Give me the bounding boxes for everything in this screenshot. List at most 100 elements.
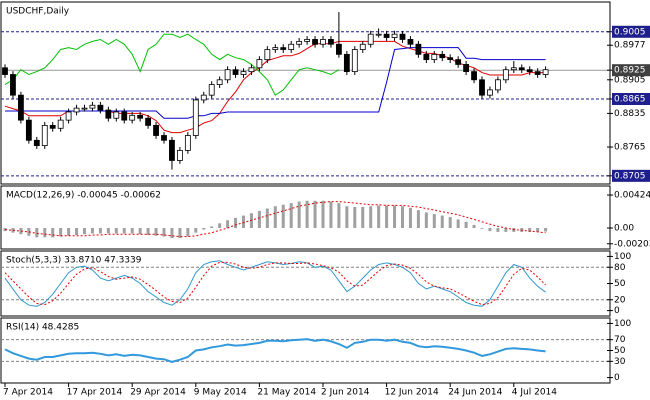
histogram-bar: [202, 228, 206, 230]
histogram-bar: [242, 215, 245, 228]
histogram-bar: [186, 228, 190, 237]
y-tick-label: 100: [614, 252, 631, 262]
y-tick-label: 80: [614, 263, 626, 273]
histogram-bar: [90, 228, 94, 234]
candle-body: [375, 33, 382, 36]
candle-body: [494, 79, 501, 91]
histogram-bar: [305, 200, 309, 228]
y-tick-label: 50: [614, 346, 626, 356]
histogram-bar: [496, 228, 500, 232]
candle-body: [25, 119, 32, 141]
histogram-bar: [11, 228, 15, 233]
histogram-bar: [369, 206, 373, 228]
x-tick-label: 17 Apr 2014: [67, 388, 123, 398]
candle-body: [216, 79, 223, 85]
y-tick-label: 0.8925: [614, 66, 646, 76]
panel-frame: [0, 185, 611, 250]
y-tick-label: 0.8705: [614, 171, 646, 181]
x-tick-label: 9 May 2014: [194, 388, 247, 398]
candle-body: [272, 47, 279, 50]
candle-body: [439, 53, 446, 59]
candle-body: [351, 49, 358, 73]
candle-body: [280, 47, 287, 50]
panel-frame: [0, 250, 611, 317]
histogram-bar: [361, 207, 365, 228]
histogram-bar: [329, 201, 333, 228]
histogram-bar: [19, 228, 23, 235]
candle-body: [129, 114, 136, 121]
candle-body: [487, 89, 493, 96]
x-tick-label: 7 Apr 2014: [3, 388, 53, 398]
histogram-bar: [43, 228, 47, 238]
candle-body: [335, 43, 342, 55]
y-tick-label: 0: [614, 306, 620, 316]
histogram-bar: [218, 223, 222, 228]
candle-body: [264, 49, 271, 61]
candle-body: [153, 125, 159, 136]
histogram-bar: [138, 228, 142, 235]
candle-body: [343, 53, 350, 73]
candle-body: [367, 33, 374, 45]
series-line: [5, 47, 546, 119]
candle-body: [383, 33, 390, 38]
candle-body: [479, 79, 485, 96]
y-tick-label: 0.8977: [614, 41, 646, 51]
candle-body: [33, 139, 40, 146]
histogram-bar: [456, 219, 460, 228]
price-label-box: [612, 93, 650, 106]
candle-body: [463, 64, 470, 73]
candle-body: [97, 104, 104, 111]
x-tick-label: 2 Jun 2014: [321, 388, 370, 398]
histogram-bar: [337, 203, 341, 228]
histogram-bar: [75, 228, 79, 235]
candle-body: [57, 119, 64, 129]
candle-body: [184, 135, 191, 151]
x-tick-label: 4 Jul 2014: [512, 388, 557, 398]
candle-body: [328, 39, 334, 45]
histogram-bar: [146, 228, 150, 235]
y-tick-label: 0.9005: [614, 27, 646, 37]
histogram-bar: [114, 228, 118, 234]
panel-title: MACD(12,26,9) -0.00045 -0.00062: [6, 191, 161, 201]
candle-body: [447, 57, 454, 61]
candle-body: [169, 139, 175, 161]
candle-body: [73, 107, 80, 113]
histogram-bar: [51, 228, 55, 238]
candle-body: [232, 69, 239, 75]
x-tick-label: 24 Jun 2014: [448, 388, 502, 398]
candle-body: [41, 125, 48, 146]
candle-body: [145, 117, 152, 126]
y-tick-label: 20: [614, 295, 626, 305]
price-label-box: [612, 25, 650, 38]
candle-body: [89, 104, 96, 109]
candle-body: [176, 149, 183, 161]
candle-body: [2, 67, 8, 75]
histogram-bar: [488, 228, 492, 232]
histogram-bar: [194, 228, 198, 233]
y-tick-label: 0.00424: [614, 191, 650, 201]
series-line: [4, 201, 546, 238]
histogram-bar: [226, 220, 230, 228]
candle-body: [320, 39, 326, 45]
candle-body: [161, 135, 167, 141]
x-tick-label: 29 Apr 2014: [130, 388, 186, 398]
y-tick-label: 0.00: [614, 224, 634, 234]
candle-body: [423, 53, 430, 61]
candle-body: [248, 67, 255, 73]
histogram-bar: [416, 210, 420, 228]
panel-frame: [0, 1, 611, 185]
y-tick-label: 0.8765: [614, 143, 646, 153]
candle-body: [304, 39, 311, 42]
histogram-bar: [393, 205, 397, 228]
histogram-bar: [504, 228, 508, 232]
candle-body: [137, 114, 144, 119]
histogram-bar: [432, 214, 436, 228]
y-tick-label: 100: [614, 319, 631, 329]
histogram-bar: [3, 228, 7, 232]
candle-body: [471, 71, 477, 81]
y-tick-label: 70: [614, 335, 626, 345]
panel-title: USDCHF,Daily: [6, 7, 70, 17]
candle-body: [17, 94, 24, 121]
candle-body: [256, 59, 263, 69]
candle-body: [312, 39, 318, 45]
